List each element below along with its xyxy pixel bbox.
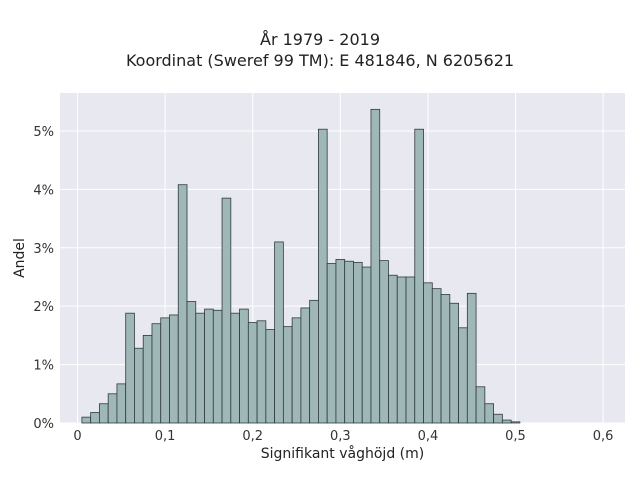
histogram-bar <box>195 312 205 424</box>
y-axis-ticks: 0% 1% 2% 3% 4% 5% <box>33 125 54 432</box>
histogram-bar <box>212 309 223 424</box>
y-tick-label: 4% <box>33 183 54 198</box>
histogram-bar <box>431 288 442 424</box>
histogram-bar <box>344 260 354 424</box>
x-tick-label: 0,3 <box>330 429 351 444</box>
chart-title: År 1979 - 2019 <box>260 30 380 49</box>
histogram-bar <box>151 323 162 424</box>
histogram-bar <box>405 276 416 424</box>
histogram-bar <box>247 322 258 424</box>
histogram-bar <box>90 412 100 424</box>
histogram-bar <box>423 282 433 424</box>
histogram-bar <box>291 317 302 424</box>
histogram-bar <box>318 128 328 424</box>
histogram-bar <box>186 301 197 424</box>
histogram-bar <box>335 259 346 424</box>
x-tick-label: 0,5 <box>505 429 526 444</box>
histogram-bar <box>204 308 214 424</box>
histogram-bar <box>107 393 118 424</box>
histogram-bar <box>300 307 311 424</box>
histogram-bar <box>466 292 477 424</box>
histogram-bar <box>116 383 127 424</box>
histogram-bar <box>230 312 240 424</box>
histogram-bar <box>361 266 372 424</box>
histogram-bar <box>169 314 179 424</box>
histogram-bar <box>274 241 284 424</box>
y-tick-label: 1% <box>33 359 54 374</box>
x-tick-label: 0,2 <box>242 429 263 444</box>
histogram-bar <box>353 261 363 424</box>
histogram-bar <box>125 312 135 424</box>
histogram-bar <box>309 299 319 424</box>
histogram-bar <box>414 128 424 424</box>
histogram-bar <box>239 308 249 424</box>
y-tick-label: 3% <box>33 242 54 257</box>
histogram-bar <box>326 263 337 424</box>
histogram-bar <box>493 413 503 424</box>
histogram-bar <box>177 184 188 424</box>
histogram-bar <box>99 403 109 424</box>
histogram-bar <box>396 276 407 424</box>
histogram-bar <box>510 421 521 424</box>
bars <box>81 108 521 424</box>
histogram-bar <box>134 347 144 424</box>
histogram-bar <box>81 416 92 424</box>
histogram-bar <box>379 260 389 424</box>
x-tick-label: 0,1 <box>155 429 176 444</box>
histogram-bar <box>160 317 170 424</box>
y-tick-label: 0% <box>33 417 54 432</box>
histogram-bar <box>282 326 293 424</box>
x-axis-ticks: 0 0,1 0,2 0,3 0,4 0,5 0,6 <box>73 429 613 444</box>
x-tick-label: 0,6 <box>593 429 614 444</box>
histogram-bar <box>458 327 468 424</box>
histogram-bar <box>370 108 381 424</box>
histogram-bar <box>388 274 398 424</box>
chart-subtitle: Koordinat (Sweref 99 TM): E 481846, N 62… <box>125 51 515 70</box>
y-tick-label: 5% <box>33 125 54 140</box>
histogram-bar <box>221 197 232 424</box>
histogram-bar <box>440 294 451 424</box>
x-axis-label: Signifikant våghöjd (m) <box>260 446 425 462</box>
y-tick-label: 2% <box>33 300 54 315</box>
x-tick-label: 0 <box>73 429 81 444</box>
y-axis-label: Andel <box>12 238 28 278</box>
x-tick-label: 0,4 <box>418 429 439 444</box>
histogram-bar <box>142 334 153 424</box>
histogram-bar <box>449 302 459 424</box>
histogram-bar <box>501 419 512 424</box>
histogram-bar <box>265 329 276 424</box>
histogram-bar <box>484 403 495 424</box>
histogram-bar <box>475 386 486 424</box>
histogram-bar <box>256 320 267 424</box>
